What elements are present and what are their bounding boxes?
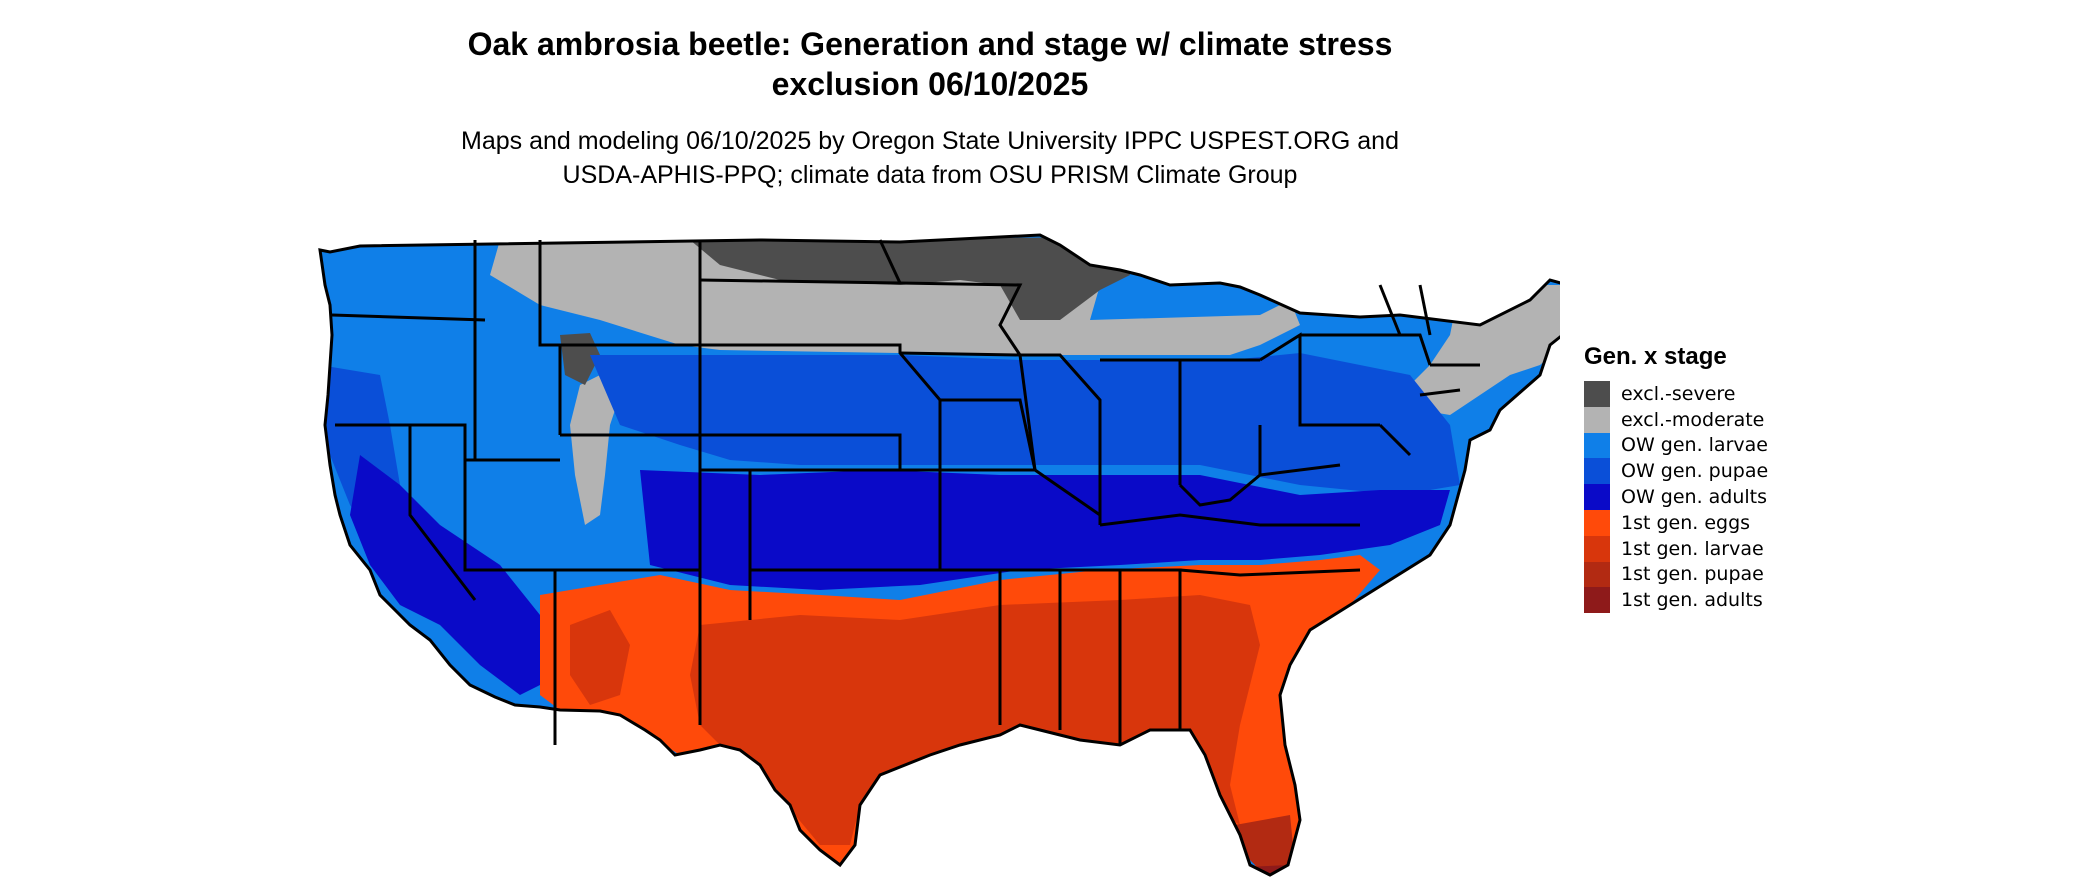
map-subtitle-line1: Maps and modeling 06/10/2025 by Oregon S…: [461, 127, 1399, 155]
legend-label: 1st gen. pupae: [1621, 563, 1764, 586]
map-title: Oak ambrosia beetle: Generation and stag…: [380, 24, 1480, 104]
legend-item: 1st gen. eggs: [1584, 509, 1768, 536]
map-subtitle: Maps and modeling 06/10/2025 by Oregon S…: [380, 124, 1480, 192]
legend-swatch: [1584, 381, 1610, 407]
map-title-line2: exclusion 06/10/2025: [771, 66, 1089, 102]
legend-item: excl.-moderate: [1584, 406, 1768, 433]
region-excl-moderate: [490, 240, 1300, 355]
legend-label: OW gen. larvae: [1621, 434, 1768, 457]
legend-label: 1st gen. eggs: [1621, 511, 1751, 534]
legend-label: 1st gen. adults: [1621, 589, 1763, 612]
legend-item: excl.-severe: [1584, 381, 1768, 407]
map-subtitle-line2: USDA-APHIS-PPQ; climate data from OSU PR…: [562, 161, 1298, 189]
stage-regions: [320, 235, 1560, 875]
legend-item: OW gen. pupae: [1584, 458, 1769, 485]
region-excl-severe: [690, 237, 1130, 320]
region-ow-adults: [640, 470, 1450, 590]
region-excl-moderate-rockies: [570, 375, 620, 525]
legend-item: OW gen. adults: [1584, 484, 1768, 510]
legend-label: excl.-moderate: [1621, 408, 1765, 431]
region-1st-gen-larvae: [690, 595, 1260, 845]
legend-title: Gen. x stage: [1584, 343, 1727, 370]
legend-label: OW gen. pupae: [1621, 460, 1769, 483]
legend-item: 1st gen. adults: [1584, 587, 1768, 614]
legend-label: OW gen. adults: [1621, 486, 1768, 509]
map-title-line1: Oak ambrosia beetle: Generation and stag…: [467, 26, 1393, 62]
us-map: [318, 233, 1560, 877]
state-boundaries: [318, 233, 1560, 877]
us-outline: [318, 233, 1560, 877]
legend-swatch: [1584, 535, 1610, 562]
legend-swatch: [1584, 561, 1610, 588]
legend-swatch: [1584, 432, 1610, 459]
legend-items: excl.-severe excl.-moderate OW gen. larvae…: [1584, 381, 1769, 614]
legend: Gen. x stage excl.-severe excl.-moderate O…: [1584, 343, 1769, 614]
legend-swatch: [1584, 458, 1610, 485]
legend-swatch: [1584, 587, 1610, 614]
legend-label: 1st gen. larvae: [1621, 537, 1764, 560]
legend-item: 1st gen. pupae: [1584, 561, 1768, 588]
region-1st-gen-pupae: [1235, 815, 1295, 875]
legend-swatch: [1584, 406, 1610, 433]
legend-swatch: [1584, 509, 1610, 536]
legend-item: 1st gen. larvae: [1584, 535, 1768, 562]
legend-swatch: [1584, 484, 1610, 510]
legend-label: excl.-severe: [1621, 382, 1736, 405]
legend-item: OW gen. larvae: [1584, 432, 1768, 459]
region-excl-moderate-ne: [1400, 285, 1560, 415]
region-1st-gen-larvae-az: [570, 610, 630, 705]
